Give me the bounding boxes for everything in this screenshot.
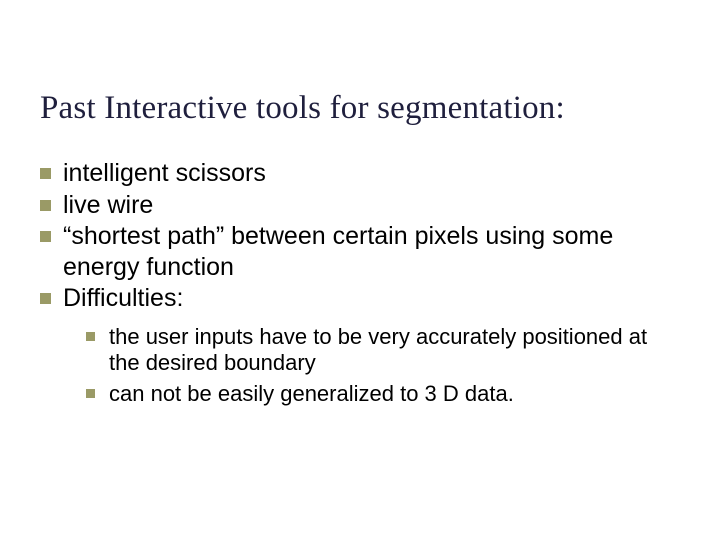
bullet-text: Difficulties: [63, 283, 680, 314]
list-item: “shortest path” between certain pixels u… [40, 221, 680, 282]
sub-bullet-text: can not be easily generalized to 3 D dat… [109, 381, 680, 408]
list-item: can not be easily generalized to 3 D dat… [86, 381, 680, 408]
bullet-text: live wire [63, 190, 680, 221]
bullet-list: intelligent scissors live wire “shortest… [40, 158, 680, 314]
square-bullet-icon [40, 200, 51, 211]
square-bullet-icon [86, 389, 95, 398]
bullet-text: “shortest path” between certain pixels u… [63, 221, 680, 282]
list-item: live wire [40, 190, 680, 221]
sub-bullet-text: the user inputs have to be very accurate… [109, 324, 680, 378]
list-item: the user inputs have to be very accurate… [86, 324, 680, 378]
list-item: intelligent scissors [40, 158, 680, 189]
square-bullet-icon [40, 168, 51, 179]
bullet-text: intelligent scissors [63, 158, 680, 189]
square-bullet-icon [86, 332, 95, 341]
list-item: Difficulties: [40, 283, 680, 314]
slide-body: intelligent scissors live wire “shortest… [40, 158, 680, 412]
slide: Past Interactive tools for segmentation:… [0, 0, 720, 540]
square-bullet-icon [40, 293, 51, 304]
sub-bullet-list: the user inputs have to be very accurate… [86, 324, 680, 408]
square-bullet-icon [40, 231, 51, 242]
slide-title: Past Interactive tools for segmentation: [40, 90, 565, 127]
